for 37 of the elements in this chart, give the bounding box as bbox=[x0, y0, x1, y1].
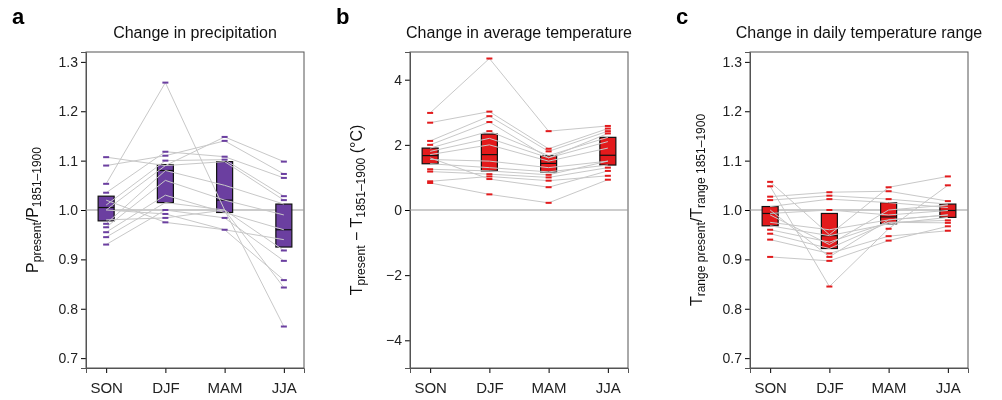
y-tick-label: −4 bbox=[386, 332, 403, 349]
y-tick-label: 1.0 bbox=[722, 201, 743, 218]
x-tick-label: MAM bbox=[207, 378, 243, 396]
y-tick-label: 2 bbox=[394, 136, 403, 153]
x-tick-label: DJF bbox=[152, 378, 180, 396]
y-tick-label: 1.3 bbox=[58, 53, 79, 70]
x-tick-label: SON bbox=[754, 378, 787, 396]
x-tick-label: DJF bbox=[816, 378, 844, 396]
y-tick-label: 1.3 bbox=[722, 53, 743, 70]
y-tick-label: 0.8 bbox=[722, 300, 743, 317]
y-tick-label: 1.0 bbox=[58, 201, 79, 218]
chart-title: Change in precipitation bbox=[113, 24, 277, 41]
x-tick-label: SON bbox=[414, 378, 447, 396]
y-tick-label: 1.1 bbox=[722, 152, 743, 169]
y-tick-label: 4 bbox=[394, 71, 403, 88]
x-tick-label: JJA bbox=[595, 378, 621, 396]
y-tick-label: 1.2 bbox=[58, 103, 79, 120]
y-tick-label: 1.1 bbox=[58, 152, 79, 169]
x-tick-label: MAM bbox=[871, 378, 907, 396]
y-tick-label: 0.7 bbox=[58, 350, 79, 367]
y-tick-label: 0.8 bbox=[58, 300, 79, 317]
y-tick-label: 0.9 bbox=[722, 251, 743, 268]
chart-title: Change in daily temperature range bbox=[735, 24, 983, 41]
text: b bbox=[336, 4, 350, 29]
y-tick-label: 0.9 bbox=[58, 251, 79, 268]
x-tick-label: MAM bbox=[531, 378, 567, 396]
x-tick-label: DJF bbox=[476, 378, 504, 396]
y-tick-label: 0.7 bbox=[722, 350, 743, 367]
text: c bbox=[676, 4, 689, 29]
x-tick-label: JJA bbox=[271, 378, 297, 396]
chart-title: Change in average temperature bbox=[406, 24, 633, 41]
x-tick-label: SON bbox=[90, 378, 123, 396]
x-tick-label: JJA bbox=[935, 378, 961, 396]
y-tick-label: 1.2 bbox=[722, 103, 743, 120]
text: a bbox=[12, 4, 25, 29]
y-tick-label: −2 bbox=[386, 267, 403, 284]
y-tick-label: 0 bbox=[394, 201, 403, 218]
